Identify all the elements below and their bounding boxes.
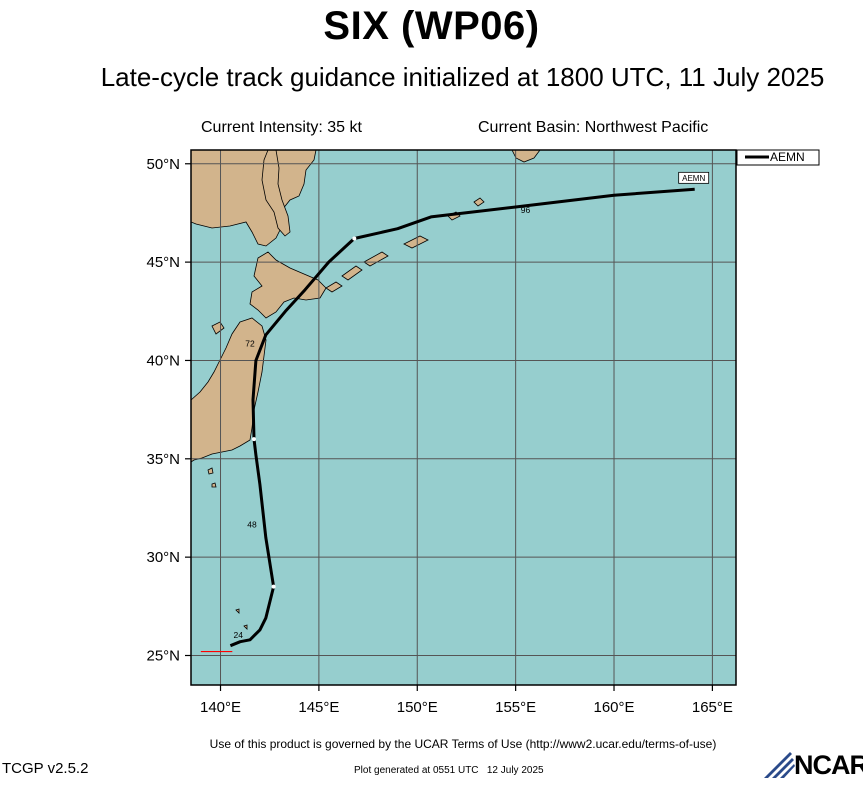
- track-end-label: AEMN: [682, 174, 705, 183]
- aemn-track-line: [229, 187, 695, 648]
- ncar-logo-text: NCAR: [794, 750, 863, 780]
- mainland-landmass: [191, 150, 317, 247]
- map-frame: [190, 149, 737, 686]
- track-point-marker: [251, 437, 256, 442]
- forecast-track: 24 48 72 96 AEMN: [200, 171, 710, 653]
- ocean-area: [191, 150, 736, 685]
- current-intensity-label: Current Intensity: 35 kt: [201, 119, 362, 136]
- legend-box: [736, 149, 820, 166]
- lon-tick-label: 150°E: [397, 699, 438, 716]
- hokkaido-island: [249, 251, 327, 319]
- forecast-hour-label: 96: [521, 205, 531, 215]
- track-point-marker: [352, 236, 357, 241]
- sakhalin-island: [261, 150, 291, 237]
- lat-lon-grid: [191, 150, 736, 685]
- lat-tick-label: 25°N: [146, 647, 180, 664]
- lat-tick-label: 30°N: [146, 549, 180, 566]
- lon-tick-label: 155°E: [495, 699, 536, 716]
- track-point-marker: [271, 584, 276, 589]
- lat-tick-label: 45°N: [146, 254, 180, 271]
- bonin-island-1: [235, 608, 240, 614]
- terms-of-use: Use of this product is governed by the U…: [209, 737, 717, 751]
- version-label: TCGP v2.5.2: [2, 760, 89, 777]
- honshu-island: [191, 317, 267, 463]
- izu-island-2: [211, 482, 217, 488]
- track-end-label-box: [678, 171, 710, 184]
- lat-tick-label: 35°N: [146, 451, 180, 468]
- kuril-island-4: [403, 235, 429, 249]
- lon-tick-label: 140°E: [200, 699, 241, 716]
- lat-tick-label: 50°N: [146, 156, 180, 173]
- land-masses: [191, 150, 541, 630]
- forecast-hour-label: 48: [247, 520, 257, 530]
- bonin-island-2: [243, 624, 248, 630]
- axis-ticks: 140°E 145°E 150°E 155°E 160°E 165°E 25°N 30°N 35…: [146, 156, 732, 716]
- legend: AEMN: [736, 149, 820, 166]
- current-basin-label: Current Basin: Northwest Pacific: [478, 119, 709, 136]
- ncar-logo: NCAR: [762, 748, 863, 780]
- generated-timestamp: Plot generated at 0551 UTC 12 July 2025: [354, 765, 544, 776]
- legend-label: AEMN: [770, 150, 805, 164]
- storm-title: SIX (WP06): [323, 4, 540, 48]
- lon-tick-label: 160°E: [593, 699, 634, 716]
- guidance-subtitle: Late-cycle track guidance initialized at…: [100, 62, 825, 92]
- kuril-island-1: [325, 281, 343, 293]
- izu-island-1: [207, 467, 214, 475]
- lon-tick-label: 145°E: [298, 699, 339, 716]
- lat-tick-label: 40°N: [146, 352, 180, 369]
- lon-tick-label: 165°E: [692, 699, 733, 716]
- ncar-logo-icon: [764, 752, 795, 778]
- forecast-hour-label: 24: [233, 630, 243, 640]
- forecast-hour-label: 72: [245, 339, 255, 349]
- kuril-island-2: [341, 265, 363, 281]
- kuril-island-6: [473, 197, 485, 207]
